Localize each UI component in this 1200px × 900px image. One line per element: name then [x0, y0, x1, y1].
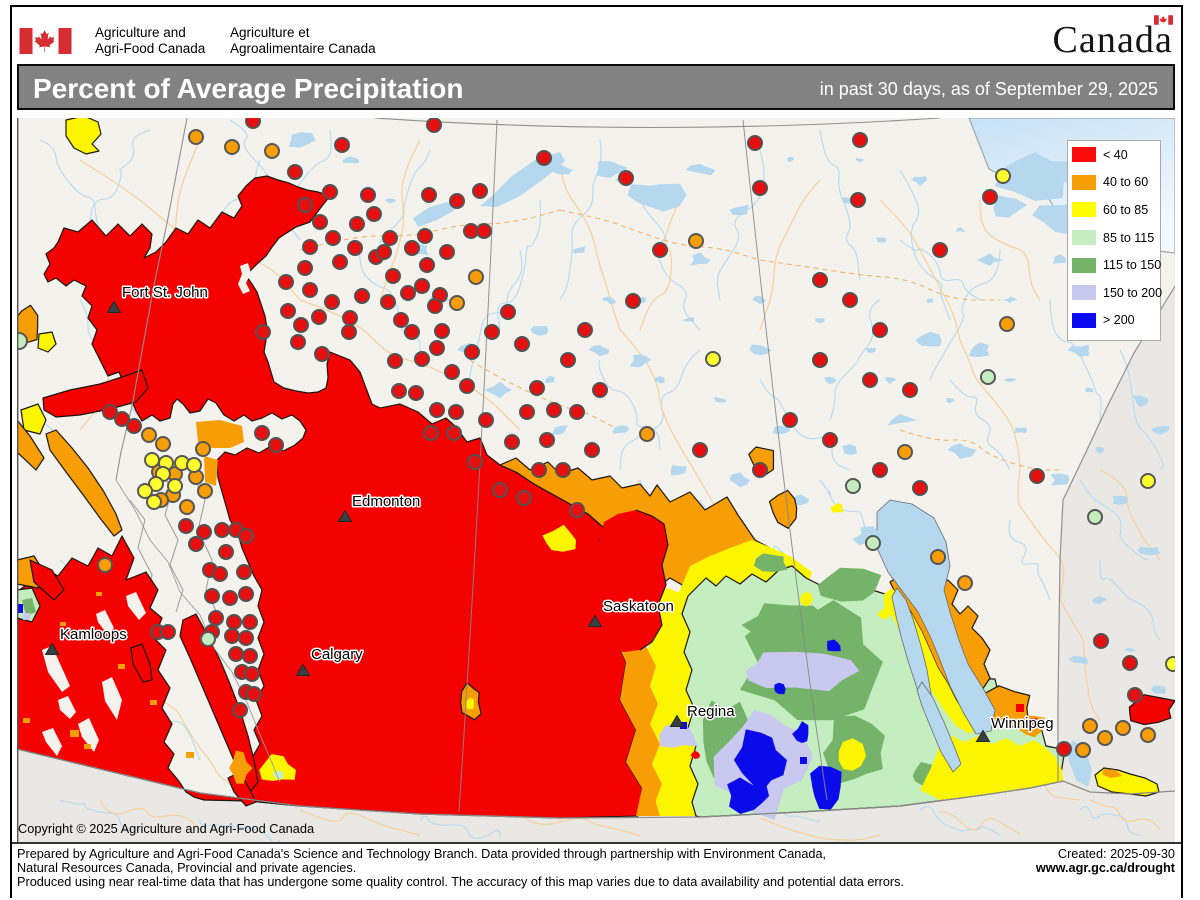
svg-text:Calgary: Calgary — [311, 646, 363, 663]
svg-text:Saskatoon: Saskatoon — [603, 598, 674, 615]
svg-text:Winnipeg: Winnipeg — [991, 715, 1054, 732]
svg-text:Edmonton: Edmonton — [352, 493, 420, 510]
svg-text:Regina: Regina — [687, 703, 735, 720]
svg-text:Kamloops: Kamloops — [60, 626, 127, 643]
svg-text:Fort St. John: Fort St. John — [122, 284, 208, 301]
